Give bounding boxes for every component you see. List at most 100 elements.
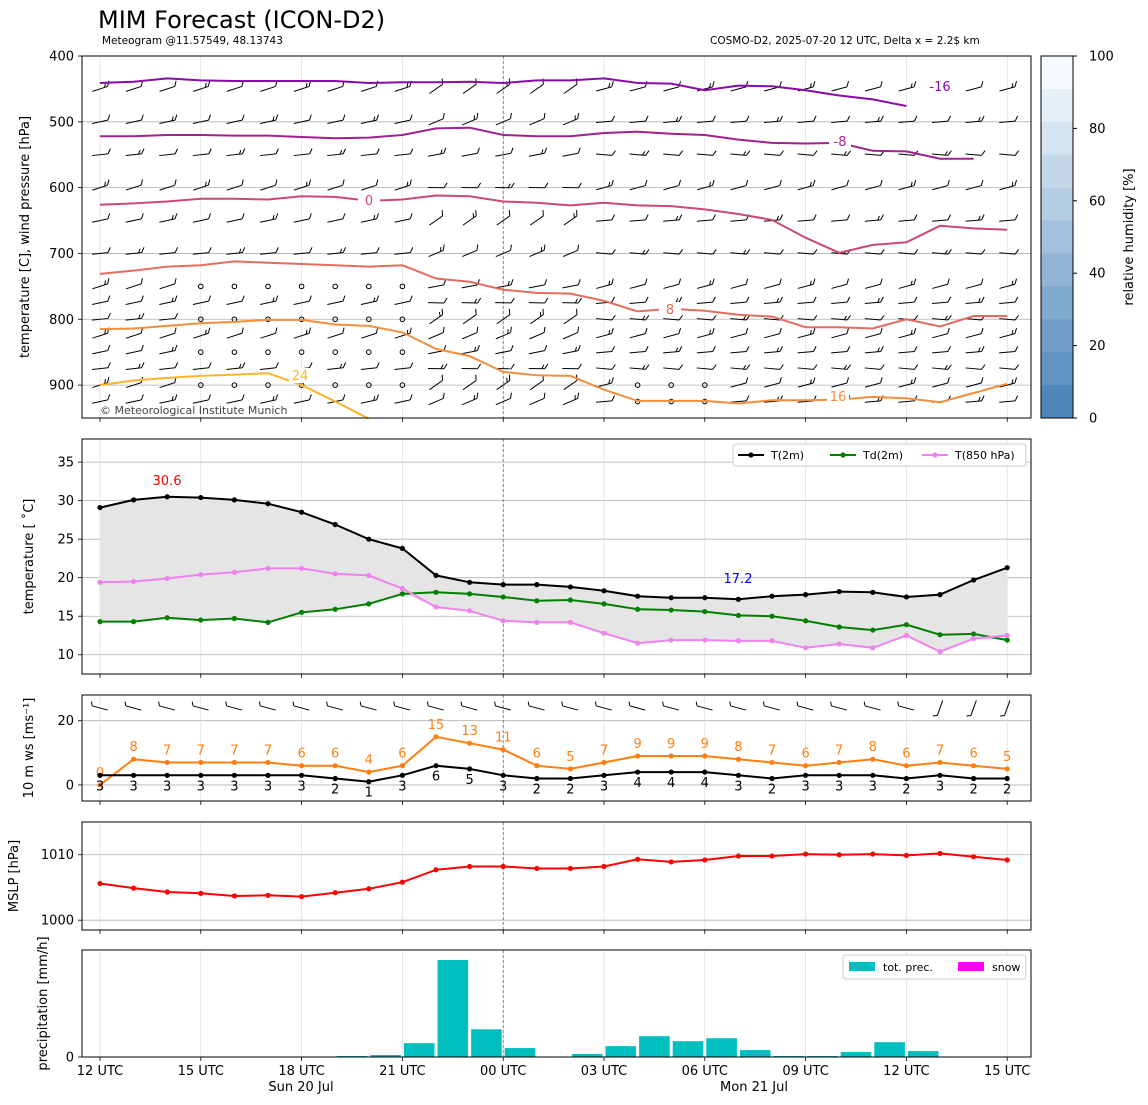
wind-value-label: 11 [495,731,512,746]
series-0-point [567,584,574,590]
wind-barb [562,147,581,157]
wind-barb [629,150,650,156]
mslp-point [299,894,305,900]
precip-bar [437,960,469,1057]
barb-shaft [428,284,444,289]
barb-feather [813,364,818,370]
barb-feather [863,701,866,707]
barb-feather [611,249,616,255]
wind-value-label: 3 [163,779,171,794]
wind-barb [932,377,950,388]
barb-feather [90,701,93,707]
wind-barb [629,115,649,124]
barb-feather [543,326,546,333]
wind-barb [562,244,580,258]
barb-shaft [327,119,344,124]
barb-feather [207,327,211,334]
barb-shaft [462,83,477,94]
barb-shaft [663,318,680,321]
colorbar-band [1041,187,1073,222]
barb-feather [611,115,615,122]
wind-barb [596,278,614,289]
barb-feather [880,377,883,384]
wind-barb [159,278,177,290]
barb-feather [712,314,717,321]
wind-barb [159,362,179,370]
barb-shaft [529,215,544,226]
wind-barb [125,394,144,404]
calm-wind-marker [198,316,204,323]
barb-feather [642,364,646,370]
wind-barb [763,364,784,370]
barb-shaft [999,400,1016,403]
wind-value-label: 3 [801,779,809,794]
barb-shaft [864,283,881,289]
barb-shaft [696,120,713,124]
barb-feather [675,215,679,221]
barb-shaft [495,249,511,258]
barb-feather [140,295,144,302]
barb-feather [745,150,751,156]
barb-feather [573,213,575,218]
series-0-point [467,579,473,585]
barb-feather [475,210,477,216]
barb-shaft [663,705,680,711]
barb-feather [1014,81,1018,87]
wind-barb [495,363,515,370]
wind-value-label: 8 [129,740,137,755]
barb-feather [208,114,211,121]
barb-feather [508,210,511,216]
barb-feather [171,215,174,220]
wind-barb [394,179,412,191]
wind-barb [495,244,512,258]
barb-feather [913,115,918,122]
barb-shaft [192,252,209,255]
barb-shaft [864,400,881,403]
barb-feather [776,117,780,122]
barb-feather [508,308,511,315]
series-1-point [366,601,372,607]
barb-shaft [159,85,175,92]
barb-feather [507,329,509,334]
wind-series-0-point [366,769,372,775]
barb-feather [373,396,376,401]
barb-feather [813,249,818,255]
wind-barb [898,214,918,222]
wind-barb [696,249,717,255]
calm-wind-marker [366,283,372,290]
barb-feather [305,82,308,88]
barb-shaft [159,252,176,255]
x-tick-label: 12 UTC [883,1064,929,1079]
wind-barb [192,213,211,223]
barb-shaft [92,119,108,124]
wind-barb [696,214,716,222]
barb-shaft [898,153,915,156]
barb-feather [846,314,851,321]
barb-shaft [797,705,814,711]
barb-feather [510,392,512,399]
barb-feather [846,327,850,334]
barb-shaft [864,120,881,124]
barb-feather [409,394,413,401]
wind-barb [495,279,514,289]
barb-shaft [596,705,612,711]
wind-barb [730,346,750,354]
mslp-point [870,851,876,857]
barb-feather [678,296,683,303]
barb-feather [339,363,343,369]
barb-shaft [595,400,613,403]
barb-shaft [159,300,176,305]
series-1-point [668,607,674,613]
upper-air-ylabel: temperature [C], wind pressure [hPa] [18,116,33,358]
wind-barb [797,377,816,388]
temperature-range-fill [100,496,1008,652]
wind-barb [125,344,144,355]
barb-shaft [999,153,1016,156]
barb-shaft [159,283,175,290]
series-2-point [702,637,708,643]
barb-shaft [763,318,781,321]
wind-barb [125,114,144,124]
barb-shaft [360,153,377,157]
calm-wind-marker [366,349,372,355]
